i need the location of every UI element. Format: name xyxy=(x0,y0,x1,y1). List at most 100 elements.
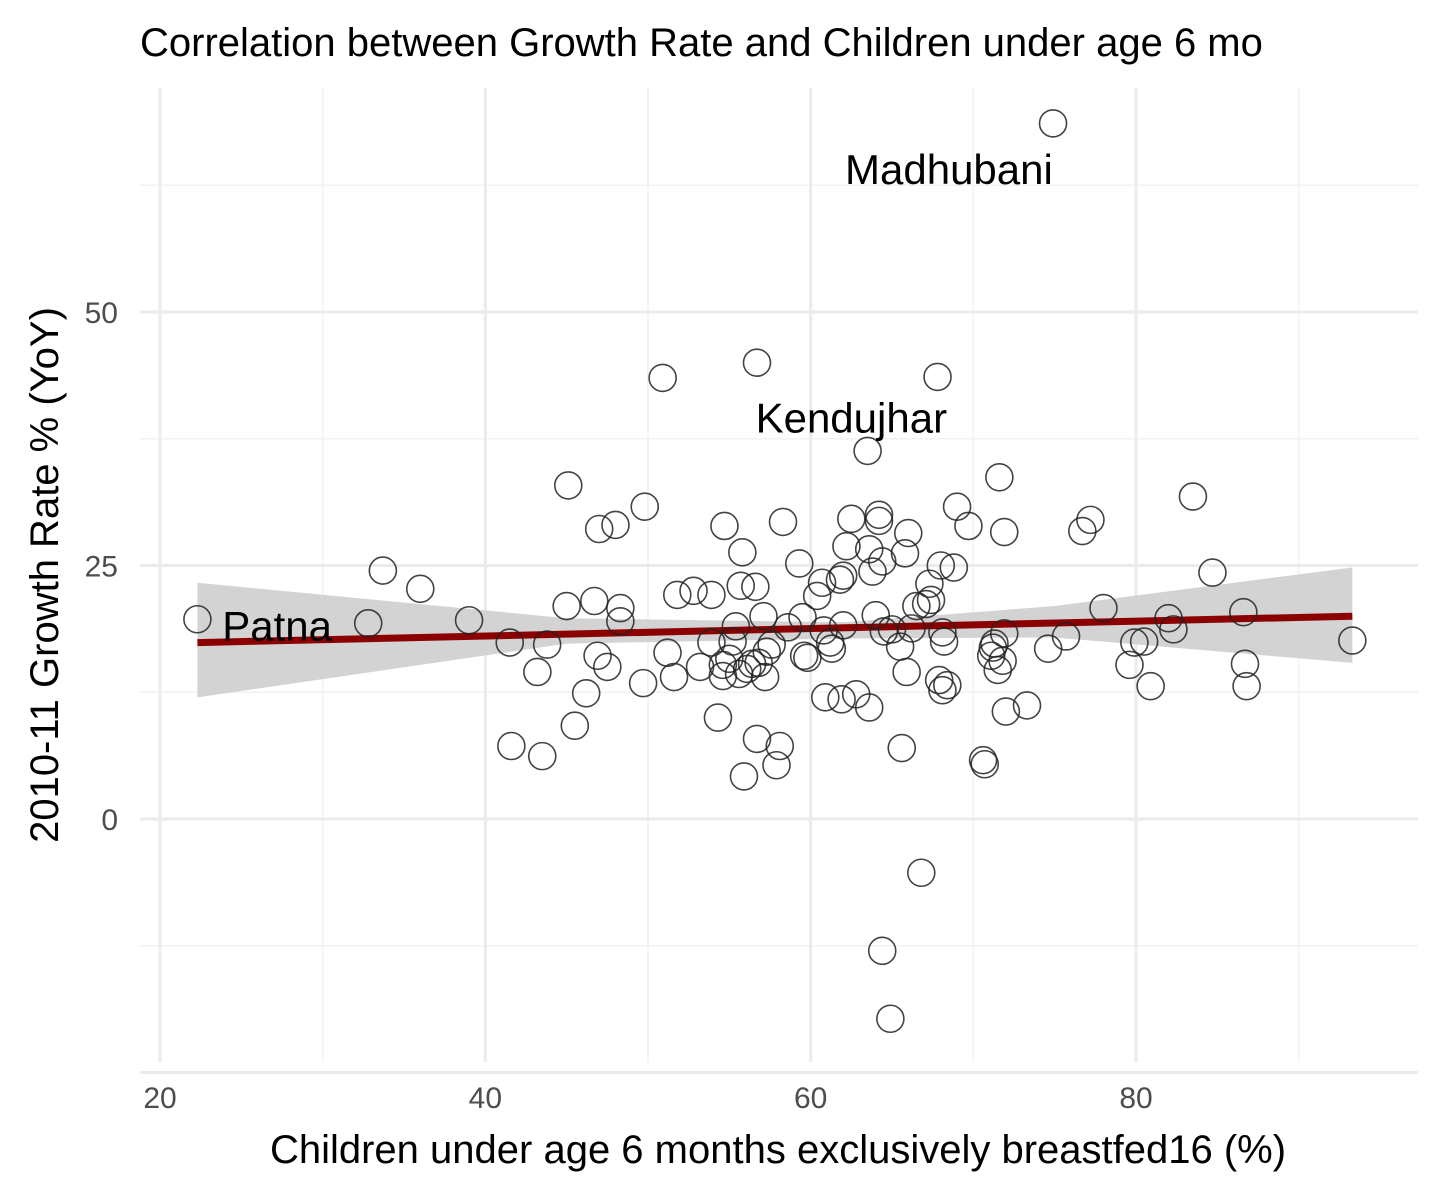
data-point xyxy=(553,471,583,500)
data-point xyxy=(827,685,856,714)
data-point xyxy=(571,678,601,708)
x-tick-label: 40 xyxy=(469,1082,502,1115)
data-point xyxy=(628,668,658,698)
data-point xyxy=(653,638,682,668)
data-point xyxy=(353,608,383,638)
data-point xyxy=(1051,622,1081,651)
x-tick-label: 80 xyxy=(1119,1082,1152,1115)
data-point xyxy=(1198,558,1227,587)
data-point xyxy=(523,657,552,687)
data-point xyxy=(773,613,803,642)
data-point xyxy=(1338,626,1367,655)
data-point xyxy=(828,561,858,590)
data-point xyxy=(584,514,614,544)
point-label: Patna xyxy=(222,602,332,649)
data-point xyxy=(697,628,726,657)
y-tick-label: 25 xyxy=(85,551,118,584)
data-point xyxy=(721,612,751,641)
data-point xyxy=(916,585,946,615)
data-point xyxy=(928,618,957,647)
grid-lines xyxy=(140,88,1418,1074)
data-point xyxy=(1115,650,1144,680)
data-point xyxy=(728,538,757,567)
data-point xyxy=(923,362,952,392)
data-point xyxy=(926,551,956,580)
data-point xyxy=(710,511,739,541)
x-axis-title: Children under age 6 months exclusively … xyxy=(270,1128,1286,1172)
data-point xyxy=(454,605,484,635)
chart-title: Correlation between Growth Rate and Chil… xyxy=(140,21,1263,65)
data-point xyxy=(1120,628,1149,657)
data-points xyxy=(183,109,1367,1034)
data-point xyxy=(741,572,770,602)
data-point xyxy=(583,641,612,671)
data-point xyxy=(606,593,635,623)
data-point xyxy=(532,630,562,659)
data-point xyxy=(1159,615,1188,644)
data-point xyxy=(729,762,759,791)
tick-labels: 20 40 60 80 0 25 50 xyxy=(85,297,1153,1115)
data-point xyxy=(1076,505,1105,535)
data-point xyxy=(867,547,897,576)
data-point xyxy=(970,749,1000,779)
data-point xyxy=(939,553,969,582)
data-point xyxy=(580,586,609,616)
data-point xyxy=(928,675,957,705)
data-point xyxy=(902,591,931,621)
data-point xyxy=(825,565,855,594)
data-point xyxy=(560,711,590,741)
data-point xyxy=(897,614,926,643)
data-point xyxy=(877,615,907,644)
y-axis-title: 2010-11 Growth Rate % (YoY) xyxy=(23,307,67,843)
data-point xyxy=(837,504,866,534)
data-point xyxy=(1229,597,1258,627)
data-point xyxy=(906,858,936,888)
data-point xyxy=(989,619,1019,648)
point-label: Kendujhar xyxy=(756,394,947,441)
data-point xyxy=(784,549,814,578)
data-point xyxy=(789,641,819,671)
data-point xyxy=(1089,593,1118,623)
data-point xyxy=(983,655,1013,685)
data-point xyxy=(750,662,780,692)
data-point xyxy=(788,602,817,632)
data-point xyxy=(1230,649,1260,679)
data-point xyxy=(630,492,660,521)
y-tick-label: 0 xyxy=(101,804,118,837)
data-point xyxy=(768,507,798,537)
data-point xyxy=(718,627,747,656)
data-point xyxy=(368,556,398,585)
data-point xyxy=(887,733,917,763)
data-point xyxy=(742,348,772,378)
data-point xyxy=(679,576,708,606)
data-point xyxy=(1129,627,1159,656)
data-point xyxy=(864,506,894,536)
data-point xyxy=(985,462,1014,492)
data-point xyxy=(915,569,944,599)
data-point xyxy=(854,693,884,722)
x-tick-label: 20 xyxy=(143,1082,176,1115)
data-point xyxy=(726,571,756,601)
data-point xyxy=(892,657,921,687)
data-point xyxy=(648,363,677,393)
data-point xyxy=(1232,671,1261,701)
y-tick-label: 50 xyxy=(85,297,118,330)
data-point xyxy=(811,683,840,712)
data-point xyxy=(662,580,692,610)
data-point xyxy=(954,511,983,541)
point-annotations: Madhubani Kendujhar Patna xyxy=(222,146,1053,649)
data-point xyxy=(405,574,435,604)
data-point xyxy=(1178,482,1208,511)
data-point xyxy=(752,637,782,666)
data-point xyxy=(867,936,897,966)
data-point xyxy=(495,628,525,657)
point-label: Madhubani xyxy=(845,146,1053,193)
data-point xyxy=(601,510,630,540)
data-point xyxy=(1033,634,1063,663)
data-point xyxy=(929,627,959,656)
data-point xyxy=(593,652,622,682)
data-point xyxy=(893,518,923,548)
data-point xyxy=(715,644,744,674)
data-point xyxy=(183,604,212,634)
